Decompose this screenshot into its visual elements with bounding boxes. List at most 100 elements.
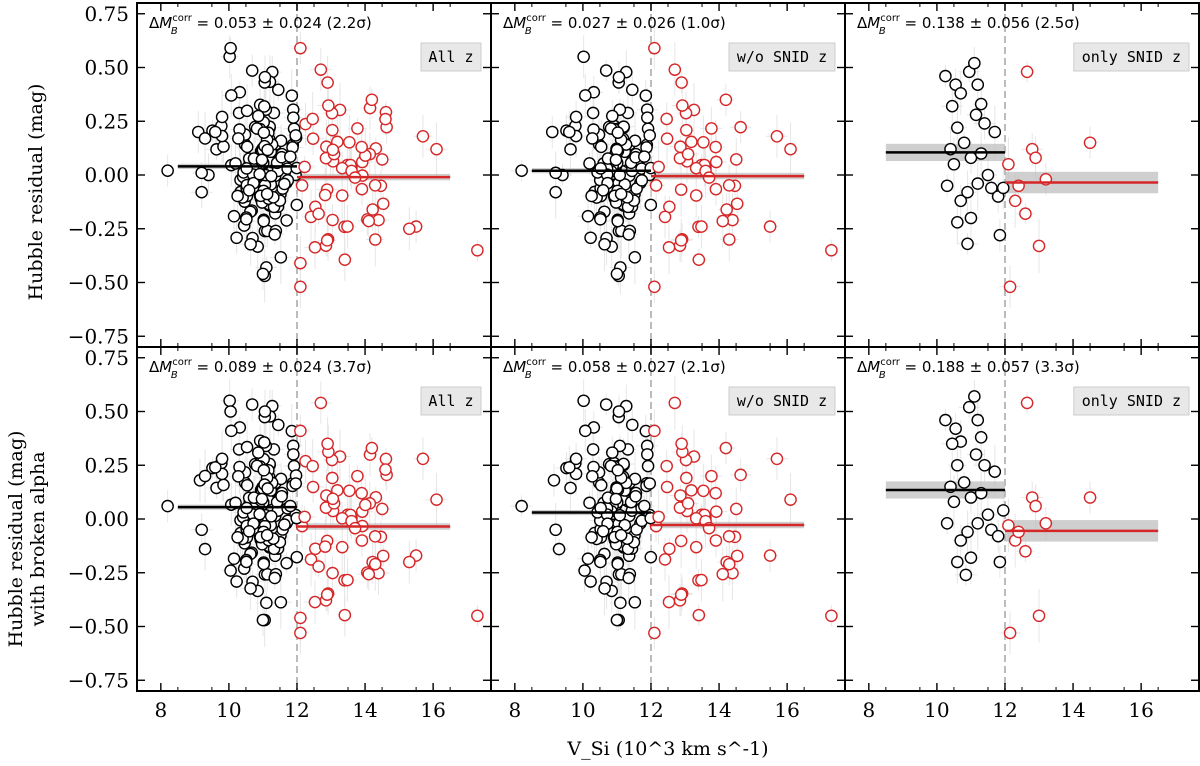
data-point (338, 253, 352, 266)
data-point (720, 203, 733, 216)
data-point (628, 251, 642, 264)
data-point (949, 422, 962, 436)
data-point (278, 177, 291, 191)
data-point (355, 140, 368, 154)
data-point (271, 418, 285, 432)
data-point (257, 436, 271, 449)
data-point (612, 405, 626, 418)
panel-plot-area (161, 3, 484, 347)
data-point (968, 56, 981, 70)
subset-label: All z (428, 48, 473, 66)
data-point (416, 129, 430, 143)
data-point (564, 481, 577, 495)
data-point (338, 608, 352, 622)
data-point (658, 210, 672, 224)
data-point (376, 549, 390, 563)
data-point (940, 179, 954, 193)
data-point (368, 233, 382, 246)
data-point (1003, 280, 1017, 294)
data-point (545, 125, 559, 139)
data-point (947, 495, 961, 509)
x-tick-label: 10 (570, 698, 595, 722)
data-point (251, 446, 265, 459)
data-point (257, 557, 271, 571)
data-point (610, 267, 624, 281)
data-point (549, 166, 562, 180)
data-point (692, 253, 706, 266)
data-point (264, 510, 278, 523)
data-point (552, 542, 566, 556)
data-point (306, 112, 319, 126)
data-point (198, 132, 212, 145)
data-point (702, 171, 716, 184)
data-point (648, 280, 661, 294)
data-point (644, 550, 658, 564)
data-point (343, 135, 356, 149)
data-point (991, 529, 1005, 543)
data-point (610, 613, 624, 627)
data-point (294, 41, 307, 55)
data-point (605, 109, 619, 123)
data-point (312, 560, 325, 573)
data-point (1039, 517, 1053, 530)
subset-label-box (728, 386, 836, 416)
data-point (993, 555, 1007, 569)
data-point (716, 214, 730, 228)
data-point (320, 588, 334, 601)
data-point (198, 469, 212, 483)
data-point (242, 524, 256, 538)
data-point (586, 443, 600, 456)
data-point (939, 69, 952, 83)
data-point (641, 459, 655, 473)
data-point (280, 214, 293, 227)
data-point (681, 147, 695, 161)
panel-3: ΔMcorr B = 0.138 ± 0.056 (2.5σ)only SNID … (844, 2, 1200, 348)
data-point (734, 120, 747, 134)
data-point (945, 437, 959, 451)
data-point (321, 437, 334, 451)
data-point (355, 182, 369, 196)
y-tick-label: 0.25 (84, 453, 129, 477)
data-point (675, 437, 688, 451)
data-point (674, 183, 688, 196)
data-point (988, 125, 1002, 139)
data-point (549, 185, 562, 199)
data-point (294, 626, 307, 640)
data-point (260, 596, 273, 610)
data-point (208, 125, 222, 139)
data-point (294, 611, 307, 625)
y-tick-label: 0.75 (84, 346, 129, 370)
panel-plot-area (885, 3, 1159, 347)
panel-1: −0.75 −0.50 −0.25 0.00 0.25 0.50 0.75 ΔMcorr B =… (68, 2, 492, 348)
data-point (971, 517, 985, 530)
data-point (981, 168, 995, 182)
x-tick-label: 12 (638, 698, 663, 722)
data-point (825, 609, 838, 623)
data-point (594, 140, 608, 154)
data-point (198, 542, 212, 556)
data-point (622, 571, 636, 585)
data-point (230, 575, 243, 588)
x-tick-label: 8 (508, 698, 521, 722)
x-tick-label: 12 (284, 698, 309, 722)
data-point (730, 549, 744, 563)
data-point (996, 504, 1010, 517)
data-point (1002, 157, 1015, 171)
data-point (612, 70, 626, 84)
data-point (515, 499, 528, 513)
data-point (625, 83, 639, 97)
data-point (375, 502, 389, 516)
data-point (365, 441, 379, 455)
data-point (195, 166, 208, 180)
data-point (403, 555, 416, 569)
data-point (362, 567, 376, 581)
data-point (959, 568, 973, 582)
data-point (240, 162, 253, 175)
data-point (954, 87, 968, 100)
data-point (729, 502, 743, 516)
data-point (648, 41, 661, 55)
x-tick-label: 16 (420, 698, 445, 722)
data-point (258, 70, 272, 84)
data-point (287, 448, 300, 461)
